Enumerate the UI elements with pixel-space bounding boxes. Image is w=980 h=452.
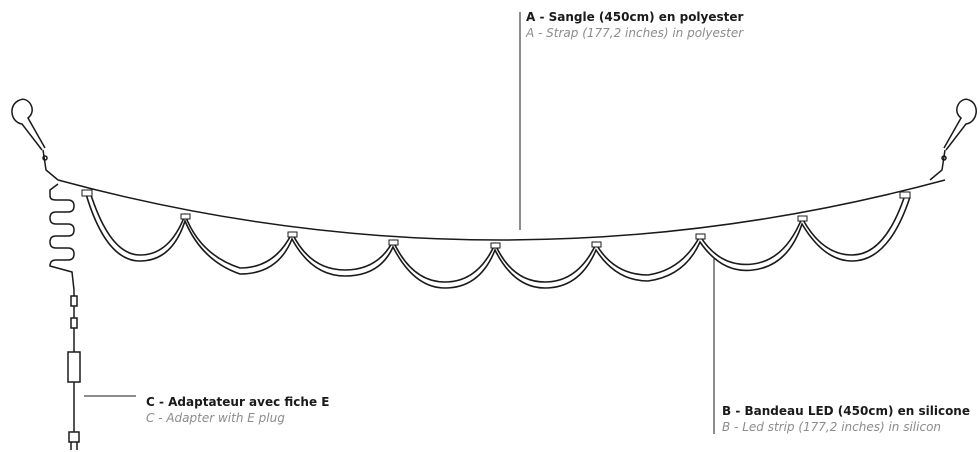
left-end-loop xyxy=(11,98,59,181)
label-strap-en: A - Strap (177,2 inches) in polyester xyxy=(526,26,744,40)
label-strap-fr: A - Sangle (450cm) en polyester xyxy=(526,10,744,24)
right-end-loop xyxy=(929,98,977,181)
label-led-strip-fr: B - Bandeau LED (450cm) en silicone xyxy=(722,404,970,418)
strap-line xyxy=(57,179,946,241)
label-adapter-fr: C - Adaptateur avec fiche E xyxy=(146,395,330,409)
label-led-strip-en: B - Led strip (177,2 inches) in silicon xyxy=(722,420,942,434)
label-adapter-en: C - Adapter with E plug xyxy=(146,411,285,425)
leader-lines xyxy=(84,12,715,434)
label-led-strip: B - Bandeau LED (450cm) en silicone B - … xyxy=(722,403,970,435)
label-adapter: C - Adaptateur avec fiche E C - Adapter … xyxy=(146,394,329,426)
label-strap: A - Sangle (450cm) en polyester A - Stra… xyxy=(526,9,743,41)
adapter-cable xyxy=(49,183,81,450)
strip-clips xyxy=(81,189,911,249)
